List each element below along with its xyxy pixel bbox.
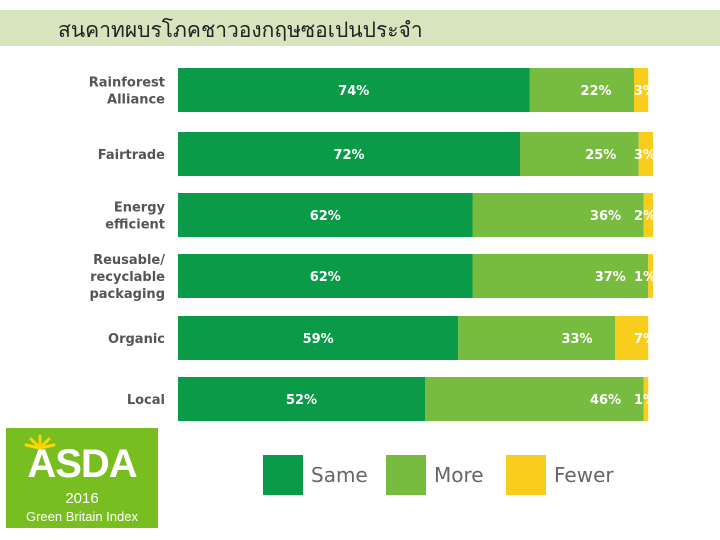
title-bar: สนคาทผบรโภคชาวองกฤษซอเปนประจำ bbox=[0, 10, 720, 46]
data-label: 25% bbox=[585, 148, 616, 163]
category-label: Organic bbox=[108, 332, 165, 347]
data-label: 74% bbox=[338, 84, 369, 99]
page-title: สนคาทผบรโภคชาวองกฤษซอเปนประจำ bbox=[58, 18, 423, 42]
data-label: 72% bbox=[333, 148, 364, 163]
bar-segment-more bbox=[425, 377, 644, 421]
data-label: 37% bbox=[595, 270, 626, 285]
bar-segment-same bbox=[178, 377, 425, 421]
bar-segment-fewer bbox=[648, 254, 653, 298]
data-label: 22% bbox=[580, 84, 611, 99]
bar-segment-fewer bbox=[615, 316, 649, 360]
asda-logo: ASDA 2016 Green Britain Index bbox=[6, 428, 158, 528]
bar-segment-same bbox=[178, 316, 459, 360]
legend-swatch-fewer bbox=[506, 455, 546, 495]
bar-segment-same bbox=[178, 254, 473, 298]
category-label: Energy efficient bbox=[105, 201, 165, 233]
bar-segment-fewer bbox=[643, 377, 649, 421]
legend-label-fewer: Fewer bbox=[554, 463, 614, 487]
data-label: 7% bbox=[634, 332, 656, 347]
legend-swatch-more bbox=[386, 455, 426, 495]
legend-swatch-same bbox=[263, 455, 303, 495]
sunburst-icon bbox=[24, 434, 56, 450]
data-label: 2% bbox=[634, 209, 656, 224]
bar-segment-fewer bbox=[643, 193, 653, 237]
bar-segment-more bbox=[458, 316, 615, 360]
bar-segment-fewer bbox=[638, 132, 653, 176]
data-label: 62% bbox=[310, 209, 341, 224]
logo-year: 2016 bbox=[65, 490, 99, 507]
data-label: 1% bbox=[634, 270, 656, 285]
category-label: Local bbox=[127, 393, 165, 408]
data-label: 3% bbox=[634, 148, 656, 163]
data-label: 3% bbox=[634, 84, 656, 99]
data-label: 36% bbox=[590, 209, 621, 224]
bar-segment-fewer bbox=[634, 68, 649, 112]
bar-segment-same bbox=[178, 68, 530, 112]
bar-segment-more bbox=[472, 254, 649, 298]
category-label: Rainforest Alliance bbox=[89, 76, 165, 108]
bar-segment-same bbox=[178, 193, 473, 237]
category-label: Fairtrade bbox=[98, 148, 165, 163]
data-label: 33% bbox=[561, 332, 592, 347]
legend-label-same: Same bbox=[311, 463, 368, 487]
bar-segment-same bbox=[178, 132, 520, 176]
logo-subtitle: Green Britain Index bbox=[25, 509, 138, 524]
bar-segment-more bbox=[472, 193, 644, 237]
data-label: 62% bbox=[310, 270, 341, 285]
data-label: 46% bbox=[590, 393, 621, 408]
bar-segment-more bbox=[529, 68, 634, 112]
logo-name: ASDA bbox=[27, 442, 137, 486]
data-label: 52% bbox=[286, 393, 317, 408]
bar-segment-more bbox=[520, 132, 639, 176]
data-label: 59% bbox=[303, 332, 334, 347]
legend-label-more: More bbox=[434, 463, 484, 487]
data-label: 1% bbox=[634, 393, 656, 408]
category-label: Reusable/recyclable packaging bbox=[89, 253, 165, 302]
